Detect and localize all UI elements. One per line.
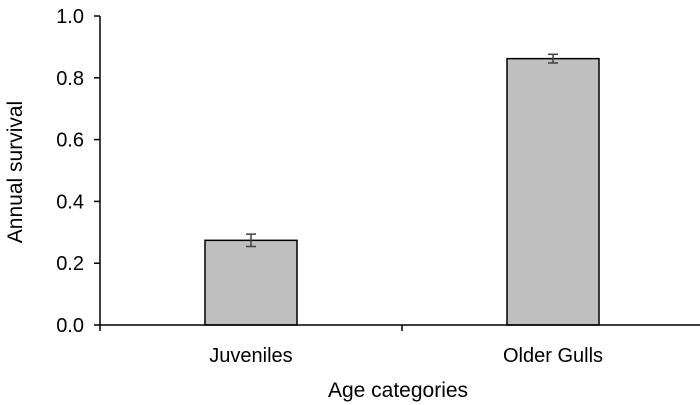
y-tick-label: 0.4 [56, 191, 84, 213]
y-tick-label: 0.2 [56, 253, 84, 275]
x-tick-label: Older Gulls [503, 345, 603, 367]
x-axis-title: Age categories [328, 379, 468, 402]
y-tick-label: 0.8 [56, 68, 84, 90]
y-tick-label: 0.0 [56, 315, 84, 337]
x-axis-ticks [99, 325, 403, 331]
y-tick-label: 1.0 [56, 6, 84, 28]
y-axis-title: Annual survival [4, 101, 27, 243]
error-bars [246, 53, 558, 248]
x-tick-label: Juveniles [209, 345, 292, 367]
bars [204, 57, 600, 326]
error-bar [548, 53, 558, 64]
y-tick-labels: 0.0 0.2 0.4 0.6 0.8 1.0 [56, 6, 84, 337]
error-bar [246, 233, 256, 248]
y-axis-ticks [94, 15, 100, 326]
bar-older-gulls [506, 57, 600, 326]
x-tick-labels: Juveniles Older Gulls [209, 345, 603, 367]
y-tick-label: 0.6 [56, 130, 84, 152]
bar-juveniles [204, 239, 298, 326]
